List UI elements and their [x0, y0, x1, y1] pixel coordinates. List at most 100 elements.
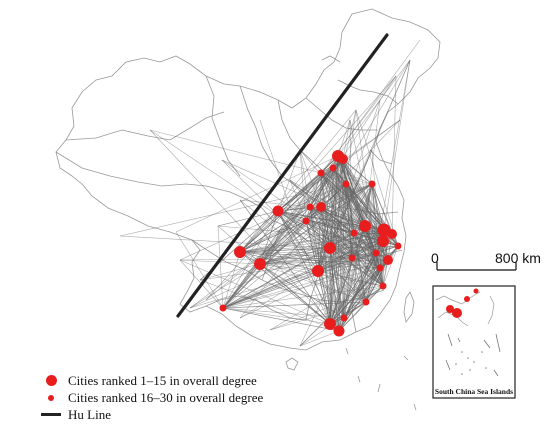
city-marker-top — [324, 242, 336, 254]
connection-line — [355, 109, 399, 247]
connection-line — [351, 257, 381, 269]
connection-line — [222, 307, 345, 319]
connection-line — [259, 119, 401, 265]
map-legend: Cities ranked 1–15 in overall degree Cit… — [40, 372, 263, 423]
connection-line — [343, 183, 347, 319]
connection-line — [299, 149, 366, 227]
city-marker-mid — [219, 304, 227, 312]
connection-line — [239, 252, 377, 319]
legend-row-hu-line: Hu Line — [40, 406, 263, 423]
connection-line — [364, 225, 389, 261]
legend-row-mid-cities: Cities ranked 16–30 in overall degree — [40, 389, 263, 406]
city-marker-mid — [376, 264, 384, 272]
connection-line — [239, 183, 347, 319]
city-marker-mid — [329, 164, 337, 172]
connection-line — [337, 59, 411, 157]
connection-line — [299, 232, 355, 347]
connection-line — [353, 232, 384, 287]
connection-line — [269, 259, 389, 331]
connection-line — [189, 263, 261, 309]
connection-line — [222, 233, 393, 309]
city-marker-top — [324, 318, 336, 330]
mid-city-markers — [219, 164, 402, 322]
line-icon — [41, 413, 61, 416]
legend-label-hu-line: Hu Line — [68, 406, 111, 422]
connection-line — [199, 257, 353, 281]
connection-line — [320, 206, 377, 254]
city-marker-mid — [350, 229, 358, 237]
connection-line — [277, 172, 322, 212]
scale-bar — [436, 262, 517, 271]
connection-line — [222, 155, 339, 309]
connection-line — [317, 59, 411, 272]
connection-line — [391, 75, 397, 235]
connection-line — [222, 307, 340, 332]
legend-label-mid-cities: Cities ranked 16–30 in overall degree — [68, 389, 264, 405]
connection-line — [259, 220, 307, 265]
connection-line — [277, 210, 319, 272]
large-dot-icon — [45, 375, 57, 386]
inset-caption: South China Sea Islands — [434, 387, 514, 396]
connection-line — [217, 210, 279, 227]
connection-line — [320, 183, 373, 208]
city-marker-mid — [362, 298, 370, 306]
inset-city-marker — [446, 305, 454, 313]
connection-line — [299, 259, 389, 347]
connection-line — [371, 183, 389, 261]
connection-line — [269, 301, 367, 331]
city-marker-top — [234, 246, 246, 258]
connection-line — [221, 159, 381, 269]
connection-line — [239, 199, 331, 325]
connection-line — [299, 330, 340, 347]
connection-line — [349, 119, 381, 269]
city-marker-top — [254, 258, 266, 270]
connection-line — [329, 247, 384, 287]
connection-line — [259, 245, 399, 265]
inset-city-marker — [452, 308, 462, 318]
connection-line — [320, 206, 381, 269]
connection-line — [222, 251, 241, 309]
connection-line — [317, 167, 334, 272]
connection-line — [179, 183, 347, 261]
connection-line — [277, 210, 381, 269]
connection-line — [277, 119, 401, 212]
city-marker-top — [316, 202, 326, 212]
connection-line — [338, 285, 384, 332]
connection-line — [299, 149, 307, 222]
city-marker-top — [338, 154, 348, 164]
city-marker-top — [383, 255, 393, 265]
legend-label-top-cities: Cities ranked 1–15 in overall degree — [68, 372, 257, 388]
connection-line — [305, 220, 340, 332]
city-marker-top — [359, 220, 371, 232]
connection-line — [239, 109, 357, 253]
connection-line — [371, 183, 385, 231]
connection-line — [345, 183, 355, 234]
connection-line — [353, 183, 373, 234]
city-marker-mid — [342, 180, 350, 188]
connection-line — [217, 225, 224, 309]
city-marker-top — [312, 265, 324, 277]
connection-line — [337, 155, 384, 287]
connection-line — [320, 172, 381, 269]
connection-line — [239, 75, 397, 253]
connection-line — [299, 245, 399, 347]
inset-frame — [432, 285, 516, 399]
connection-line — [119, 235, 331, 249]
connection-line — [337, 155, 381, 269]
scale-distance-label: 800 km — [495, 250, 541, 266]
connection-line — [179, 259, 331, 325]
connection-line — [329, 158, 344, 325]
connection-line — [269, 285, 384, 331]
connection-line — [305, 220, 331, 249]
top-city-markers — [234, 150, 397, 337]
city-marker-mid — [306, 203, 314, 211]
connection-line — [175, 155, 339, 233]
connection-line — [345, 109, 357, 185]
connection-line — [365, 183, 373, 303]
connection-line — [337, 155, 385, 231]
connection-line — [342, 158, 373, 185]
connection-line — [320, 172, 385, 231]
south-china-sea-inset — [432, 285, 516, 399]
